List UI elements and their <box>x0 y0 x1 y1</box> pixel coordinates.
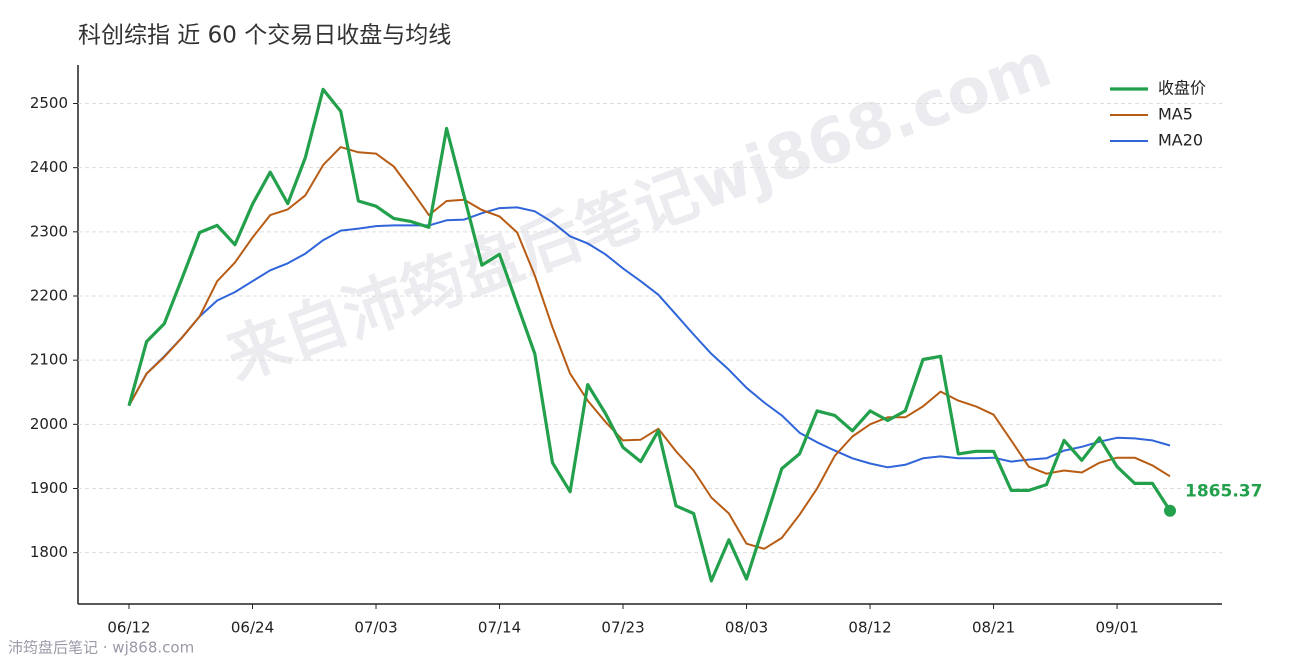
legend-label: 收盘价 <box>1158 79 1206 98</box>
series-line <box>127 87 1172 583</box>
legend-label: MA20 <box>1158 131 1203 150</box>
last-point <box>1164 504 1176 517</box>
x-tick-label: 06/12 <box>107 619 150 637</box>
y-tick-label: 2400 <box>30 158 68 176</box>
legend-label: MA5 <box>1158 105 1193 124</box>
x-tick-label: 07/03 <box>354 619 397 637</box>
chart-title: 科创综指 近 60 个交易日收盘与均线 <box>78 23 451 49</box>
series-line <box>128 146 1171 550</box>
x-tick-label: 08/03 <box>725 619 768 637</box>
last-value-label: 1865.37 <box>1185 482 1262 502</box>
x-tick-label: 09/01 <box>1095 619 1138 637</box>
x-tick-label: 08/12 <box>848 619 891 637</box>
x-tick-label: 08/21 <box>972 619 1015 637</box>
x-tick-label: 07/14 <box>478 619 521 637</box>
y-tick-label: 1900 <box>30 479 68 497</box>
y-tick-label: 2100 <box>30 351 68 369</box>
y-tick-label: 2300 <box>30 222 68 240</box>
footer: 沛筠盘后笔记 · wj868.com <box>8 639 194 657</box>
y-tick-label: 1800 <box>30 543 68 561</box>
y-tick-label: 2200 <box>30 287 68 305</box>
y-tick-label: 2000 <box>30 415 68 433</box>
y-tick-label: 2500 <box>30 94 68 112</box>
watermark: 来自沛筠盘后笔记wj868.com <box>217 28 1061 395</box>
x-tick-label: 07/23 <box>601 619 644 637</box>
x-tick-label: 06/24 <box>231 619 274 637</box>
